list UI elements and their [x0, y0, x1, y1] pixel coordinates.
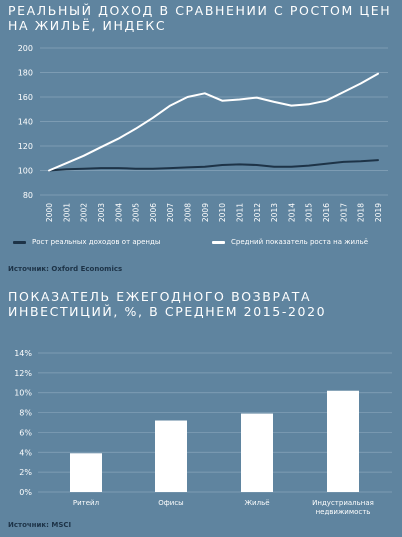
bar-1 — [70, 453, 102, 492]
y-tick-label: 12% — [14, 369, 32, 378]
x-tick-label: 2019 — [374, 203, 383, 222]
x-tick-label: 2002 — [80, 203, 89, 222]
y-tick-label: 140 — [18, 118, 33, 127]
x-category-label: Индустриальная недвижимость — [312, 499, 374, 516]
y-tick-label: 180 — [18, 69, 33, 78]
x-tick-label: 2003 — [97, 203, 106, 222]
x-tick-label: 2005 — [132, 203, 141, 222]
source-note-msci: Источник: MSCI — [8, 521, 72, 529]
x-tick-label: 2018 — [357, 203, 366, 222]
y-tick-label: 160 — [18, 93, 33, 102]
legend-swatch-income — [13, 240, 26, 244]
x-tick-label: 2017 — [339, 203, 348, 222]
x-tick-label: 2011 — [235, 203, 244, 222]
y-tick-label: 2% — [19, 468, 32, 477]
x-tick-label: 2012 — [253, 203, 262, 222]
y-tick-label: 100 — [18, 167, 33, 176]
x-tick-label: 2006 — [149, 203, 158, 222]
line-chart: 80 100 120 140 160 180 200 2000 2001 2002 2003 2004… — [18, 44, 388, 222]
x-category-label: Ритейл — [73, 499, 99, 507]
legend-swatch-prices — [212, 240, 225, 244]
chart-title-investment-return: ПОКАЗАТЕЛЬ ЕЖЕГОДНОГО ВОЗВРАТА ИНВЕСТИЦИ… — [8, 289, 327, 319]
x-tick-label: 2007 — [166, 203, 175, 222]
x-tick-label: 2004 — [114, 203, 123, 222]
bar-2 — [155, 420, 187, 492]
bar-3 — [241, 413, 273, 492]
series-line-prices — [48, 72, 379, 172]
x-tick-label: 2016 — [322, 203, 331, 222]
x-tick-label: 2008 — [184, 203, 193, 222]
x-category-label: Жильё — [245, 499, 270, 507]
y-tick-label: 120 — [18, 142, 33, 151]
y-tick-label: 80 — [23, 191, 33, 200]
y-tick-label: 0% — [19, 488, 32, 497]
series-line-income — [48, 159, 379, 172]
x-tick-label: 2010 — [218, 203, 227, 222]
x-tick-label: 2009 — [201, 203, 210, 222]
legend-label-prices: Средний показатель роста на жильё — [231, 238, 368, 246]
bar-4 — [327, 390, 359, 492]
legend-label-income: Рост реальных доходов от аренды — [32, 238, 161, 246]
y-tick-label: 4% — [19, 448, 32, 457]
x-tick-label: 2015 — [305, 203, 314, 222]
x-tick-label: 2001 — [62, 203, 71, 222]
legend-item-income: Рост реальных доходов от аренды — [13, 238, 160, 246]
chart-title-income-vs-prices: РЕАЛЬНЫЙ ДОХОД В СРАВНЕНИИ С РОСТОМ ЦЕН … — [8, 3, 392, 33]
y-tick-label: 6% — [19, 428, 32, 437]
x-tick-label: 2014 — [287, 203, 296, 222]
y-tick-label: 10% — [14, 389, 32, 398]
x-tick-label: 2000 — [45, 203, 54, 222]
y-tick-label: 14% — [14, 349, 32, 358]
x-category-label: Офисы — [158, 499, 183, 507]
source-note-oxford: Источник: Oxford Economics — [8, 265, 123, 273]
x-tick-label: 2013 — [270, 203, 279, 222]
legend-item-prices: Средний показатель роста на жильё — [212, 238, 368, 246]
y-tick-label: 8% — [19, 409, 32, 418]
y-tick-label: 200 — [18, 44, 33, 53]
